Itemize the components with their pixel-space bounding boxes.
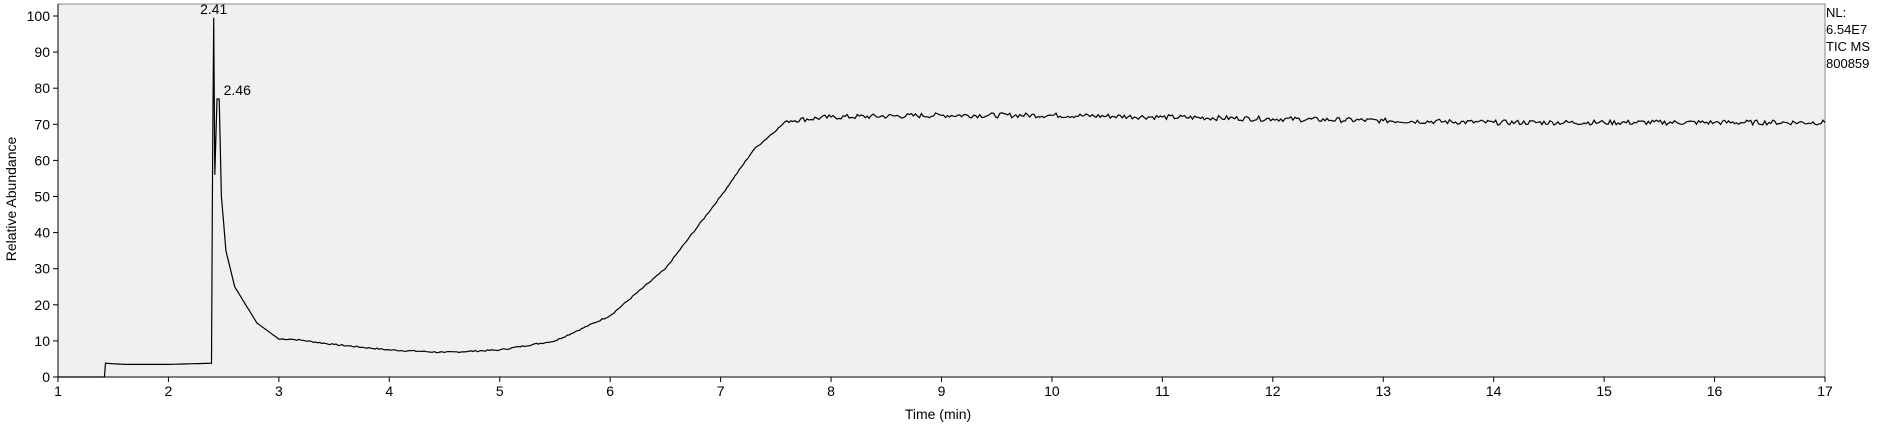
- trace-type: TIC MS: [1826, 39, 1871, 54]
- y-tick-label: 50: [34, 189, 50, 205]
- y-axis-title: Relative Abundance: [3, 137, 19, 262]
- y-axis-ticks: 0 10 20 30 40 50 60 70 80 90 100: [27, 8, 58, 385]
- x-tick-label: 11: [1155, 383, 1170, 399]
- x-tick-label: 10: [1044, 383, 1060, 399]
- x-axis-title: Time (min): [905, 406, 971, 422]
- x-tick-label: 14: [1486, 383, 1502, 399]
- x-tick-label: 9: [938, 383, 946, 399]
- x-tick-label: 5: [496, 383, 504, 399]
- nl-value: 6.54E7: [1826, 22, 1868, 37]
- x-tick-label: 13: [1375, 383, 1391, 399]
- x-tick-label: 6: [606, 383, 614, 399]
- x-tick-label: 17: [1817, 383, 1833, 399]
- x-tick-label: 15: [1596, 383, 1612, 399]
- y-tick-label: 40: [34, 225, 50, 241]
- y-tick-label: 100: [27, 8, 51, 24]
- x-tick-label: 1: [54, 383, 62, 399]
- y-tick-label: 30: [34, 261, 50, 277]
- plot-area: [57, 3, 1826, 378]
- y-tick-label: 20: [34, 297, 50, 313]
- x-tick-label: 3: [275, 383, 283, 399]
- nl-label: NL:: [1826, 5, 1847, 20]
- file-id: 800859: [1826, 56, 1870, 71]
- x-tick-label: 8: [827, 383, 835, 399]
- x-tick-label: 12: [1265, 383, 1281, 399]
- x-tick-label: 2: [165, 383, 173, 399]
- x-axis-ticks: 1 2 3 4 5 6 7 8 9 10 11 12 13 14 15 16 17: [54, 377, 1833, 399]
- x-tick-label: 16: [1707, 383, 1723, 399]
- y-tick-label: 70: [34, 116, 50, 132]
- y-tick-label: 80: [34, 80, 50, 96]
- y-tick-label: 60: [34, 152, 50, 168]
- peak-labels: 2.41 2.46: [200, 1, 251, 98]
- trace-info-panel: NL: 6.54E7 TIC MS 800859: [1826, 4, 1870, 72]
- y-tick-label: 10: [34, 333, 50, 349]
- x-tick-label: 7: [717, 383, 725, 399]
- y-tick-label: 0: [42, 369, 50, 385]
- y-tick-label: 90: [34, 44, 50, 60]
- peak-label: 2.41: [200, 1, 227, 17]
- peak-label: 2.46: [224, 82, 251, 98]
- tic-trace-line: [58, 17, 1826, 378]
- x-tick-label: 4: [385, 383, 393, 399]
